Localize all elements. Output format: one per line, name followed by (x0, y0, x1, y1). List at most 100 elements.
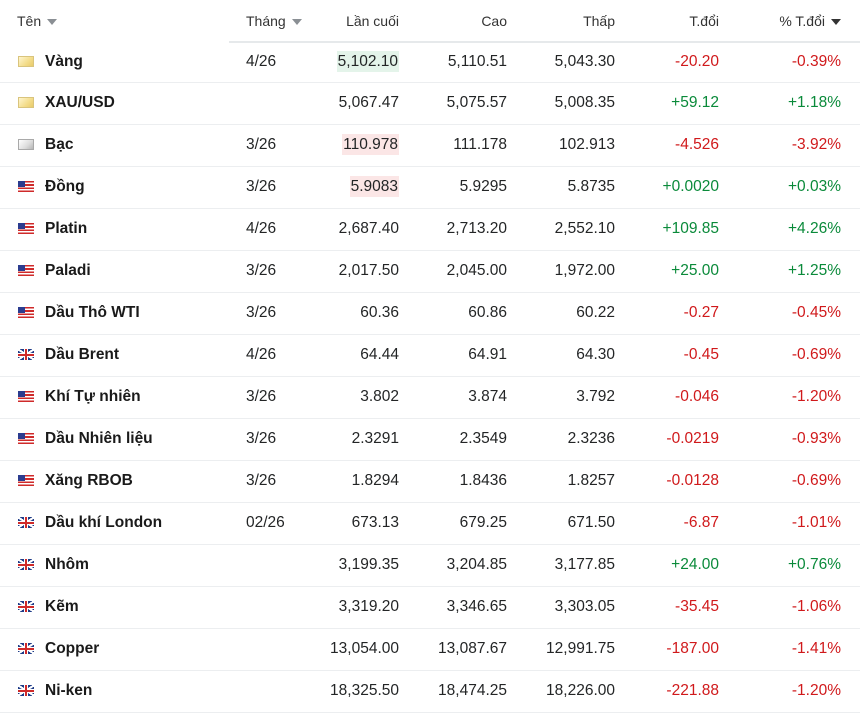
us-flag-icon (18, 307, 34, 318)
low-cell: 18,226.00 (526, 670, 634, 713)
instrument-name-cell[interactable]: Nhôm (0, 544, 229, 587)
low-cell: 3,303.05 (526, 586, 634, 629)
instrument-name-cell[interactable]: Dầu Thô WTI (0, 292, 229, 335)
instrument-name-link[interactable]: Ni-ken (45, 682, 93, 699)
sort-arrow-icon[interactable] (291, 18, 302, 25)
change-pct-cell: -0.45% (738, 292, 860, 335)
table-row[interactable]: Bạc 3/26 110.978 111.178 102.913 -4.526 -3.92% (0, 124, 860, 167)
high-cell: 64.91 (418, 334, 526, 377)
table-row[interactable]: Dầu khí London 02/26 673.13 679.25 671.50 -6.… (0, 502, 860, 545)
instrument-name-link[interactable]: Copper (45, 640, 100, 657)
column-header-name-label: Tên (17, 13, 42, 29)
change-cell: +25.00 (634, 250, 738, 293)
column-header-high[interactable]: Cao (418, 0, 526, 43)
month-cell: 4/26 (229, 42, 310, 83)
table-body: Vàng 4/26 5,102.10 5,110.51 5,043.30 -20.20 -0… (0, 42, 860, 713)
high-cell: 5.9295 (418, 166, 526, 209)
instrument-name-cell[interactable]: Bạc (0, 124, 229, 167)
sort-arrow-icon[interactable] (47, 19, 58, 26)
change-cell: -0.27 (634, 292, 738, 335)
instrument-name-link[interactable]: Kẽm (45, 598, 79, 615)
column-header-name[interactable]: Tên (0, 0, 229, 42)
column-header-change-pct[interactable]: % T.đổi (738, 0, 860, 43)
instrument-name-link[interactable]: XAU/USD (45, 94, 115, 111)
instrument-name-cell[interactable]: Xăng RBOB (0, 460, 229, 503)
month-cell: 3/26 (229, 292, 310, 335)
low-cell: 5,008.35 (526, 82, 634, 125)
table-row[interactable]: Copper 13,054.00 13,087.67 12,991.75 -187.00… (0, 628, 860, 671)
instrument-name-link[interactable]: Dầu khí London (45, 514, 163, 531)
sort-arrow-icon[interactable] (831, 18, 841, 25)
instrument-name-link[interactable]: Dầu Thô WTI (45, 304, 140, 321)
instrument-name-cell[interactable]: Ni-ken (0, 670, 229, 713)
instrument-name-link[interactable]: Xăng RBOB (45, 472, 133, 489)
instrument-name-cell[interactable]: Copper (0, 628, 229, 671)
instrument-name-link[interactable]: Bạc (45, 136, 74, 153)
last-price-value: 60.36 (360, 304, 399, 321)
change-pct-cell: +4.26% (738, 208, 860, 251)
low-cell: 1.8257 (526, 460, 634, 503)
table-row[interactable]: Khí Tự nhiên 3/26 3.802 3.874 3.792 -0.046 -1.… (0, 376, 860, 419)
instrument-name-cell[interactable]: Paladi (0, 250, 229, 293)
low-cell: 1,972.00 (526, 250, 634, 293)
table-row[interactable]: Dầu Brent 4/26 64.44 64.91 64.30 -0.45 -0.69% (0, 334, 860, 377)
last-price-cell: 3,199.35 (310, 544, 418, 587)
change-cell: -20.20 (634, 42, 738, 83)
silver-icon (18, 139, 34, 150)
instrument-name-cell[interactable]: Vàng (0, 42, 229, 83)
instrument-name-cell[interactable]: Dầu khí London (0, 502, 229, 545)
instrument-name-link[interactable]: Đồng (45, 178, 85, 195)
high-cell: 1.8436 (418, 460, 526, 503)
instrument-name-link[interactable]: Paladi (45, 262, 91, 279)
table-row[interactable]: Vàng 4/26 5,102.10 5,110.51 5,043.30 -20.20 -0… (0, 42, 860, 83)
table-row[interactable]: Nhôm 3,199.35 3,204.85 3,177.85 +24.00 +0.76% (0, 544, 860, 587)
last-price-cell: 13,054.00 (310, 628, 418, 671)
instrument-name-link[interactable]: Vàng (45, 52, 83, 70)
table-row[interactable]: Dầu Thô WTI 3/26 60.36 60.86 60.22 -0.27 -0.45… (0, 292, 860, 335)
instrument-name-cell[interactable]: Dầu Nhiên liệu (0, 418, 229, 461)
instrument-name-link[interactable]: Dầu Nhiên liệu (45, 430, 153, 447)
instrument-name-cell[interactable]: Khí Tự nhiên (0, 376, 229, 419)
column-header-low[interactable]: Thấp (526, 0, 634, 43)
table-row[interactable]: Platin 4/26 2,687.40 2,713.20 2,552.10 +109.8… (0, 208, 860, 251)
last-price-value: 1.8294 (351, 472, 399, 489)
change-pct-cell: -1.06% (738, 586, 860, 629)
last-price-value: 5,067.47 (338, 94, 399, 111)
table-row[interactable]: Paladi 3/26 2,017.50 2,045.00 1,972.00 +25.00… (0, 250, 860, 293)
instrument-name-cell[interactable]: Đồng (0, 166, 229, 209)
month-cell (229, 82, 310, 125)
table-row[interactable]: Ni-ken 18,325.50 18,474.25 18,226.00 -221.88… (0, 670, 860, 713)
change-pct-cell: +1.25% (738, 250, 860, 293)
month-cell: 3/26 (229, 250, 310, 293)
instrument-name-link[interactable]: Platin (45, 220, 88, 237)
instrument-name-cell[interactable]: XAU/USD (0, 82, 229, 125)
low-cell: 60.22 (526, 292, 634, 335)
instrument-name-cell[interactable]: Kẽm (0, 586, 229, 629)
instrument-name-link[interactable]: Nhôm (45, 556, 89, 573)
column-header-last[interactable]: Lần cuối (310, 0, 418, 43)
table-row[interactable]: Đồng 3/26 5.9083 5.9295 5.8735 +0.0020 +0.03% (0, 166, 860, 209)
last-price-cell: 18,325.50 (310, 670, 418, 713)
column-header-month[interactable]: Tháng (229, 0, 310, 43)
table-row[interactable]: Kẽm 3,319.20 3,346.65 3,303.05 -35.45 -1.06% (0, 586, 860, 629)
table-row[interactable]: XAU/USD 5,067.47 5,075.57 5,008.35 +59.12 +1.… (0, 82, 860, 125)
last-price-cell: 2,687.40 (310, 208, 418, 251)
month-cell: 3/26 (229, 376, 310, 419)
instrument-name-link[interactable]: Khí Tự nhiên (45, 388, 141, 405)
column-header-change[interactable]: T.đổi (634, 0, 738, 43)
high-cell: 111.178 (418, 124, 526, 167)
instrument-name-link[interactable]: Dầu Brent (45, 346, 120, 363)
us-flag-icon (18, 391, 34, 402)
month-cell: 3/26 (229, 166, 310, 209)
table-row[interactable]: Xăng RBOB 3/26 1.8294 1.8436 1.8257 -0.0128 -0… (0, 460, 860, 503)
change-pct-cell: +1.18% (738, 82, 860, 125)
last-price-cell: 110.978 (310, 124, 418, 167)
instrument-name-cell[interactable]: Dầu Brent (0, 334, 229, 377)
us-flag-icon (18, 433, 34, 444)
last-price-value: 110.978 (342, 134, 399, 155)
last-price-cell: 64.44 (310, 334, 418, 377)
table-row[interactable]: Dầu Nhiên liệu 3/26 2.3291 2.3549 2.3236 -0.0… (0, 418, 860, 461)
instrument-name-cell[interactable]: Platin (0, 208, 229, 251)
column-header-change-label: T.đổi (689, 12, 719, 29)
